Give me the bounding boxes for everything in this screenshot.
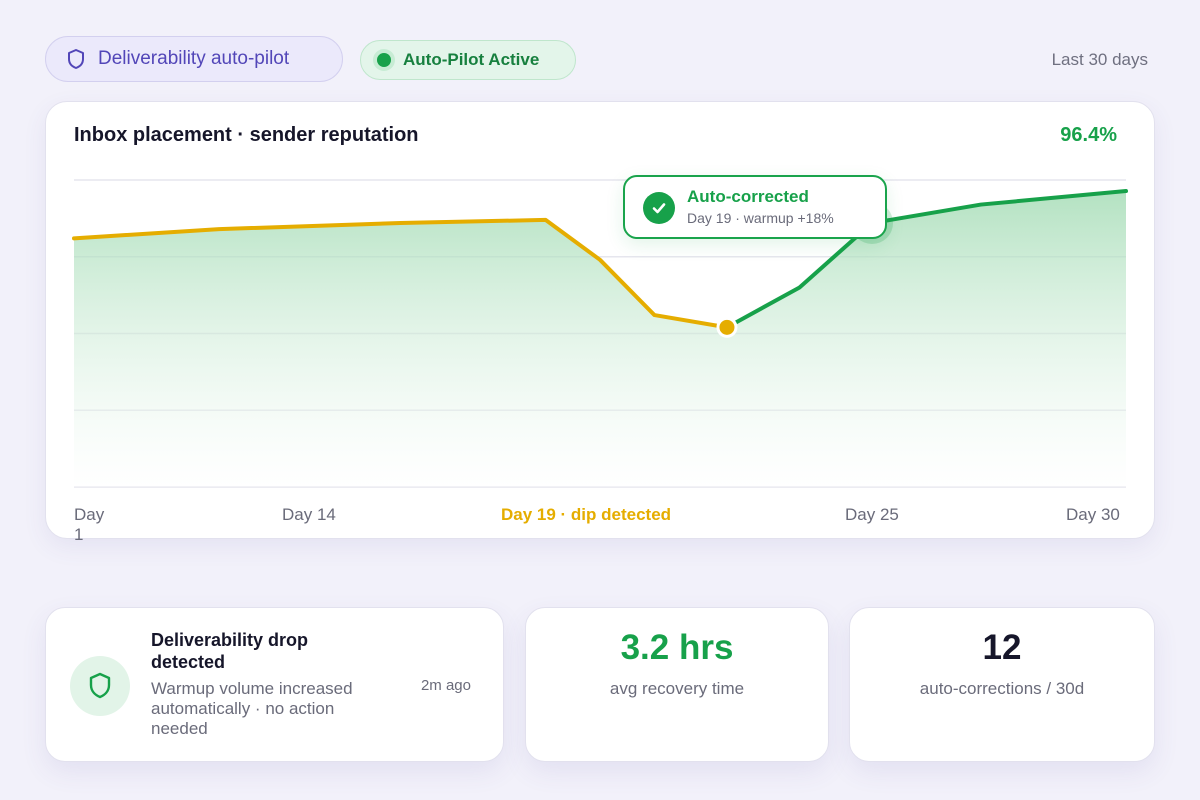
stat-label: auto-corrections / 30d [919, 679, 1085, 698]
alert-body: Warmup volume increased automatically · … [151, 679, 353, 738]
status-label: Auto-Pilot Active [403, 50, 540, 69]
x-tick-day-25: Day 25 [845, 505, 899, 524]
x-tick-day-14: Day 14 [282, 505, 336, 524]
current-score: 96.4% [1060, 124, 1117, 146]
inbox-placement-chart-card: Inbox placement · sender reputation 96.4… [45, 101, 1155, 544]
callout-title: Auto-corrected [687, 187, 809, 206]
check-circle-icon [643, 192, 675, 224]
stat-label: avg recovery time [609, 679, 745, 698]
autopilot-status-badge[interactable]: Auto-Pilot Active [360, 40, 576, 80]
x-tick-day-1: Day 1 [74, 505, 105, 544]
alert-timestamp: 2m ago [420, 677, 471, 694]
stat-value: 3.2 hrs [620, 628, 734, 667]
callout-subtitle: Day 19 · warmup +18% [687, 210, 834, 226]
product-label: Deliverability auto-pilot [98, 48, 290, 69]
reputation-line-chart [72, 179, 1128, 488]
alert-title: Deliverability drop detected [151, 630, 309, 672]
x-tick-day-30: Day 30 [1066, 505, 1120, 524]
stat-value: 12 [982, 628, 1022, 667]
deliverability-alert-card[interactable]: Deliverability drop detected Warmup volu… [45, 607, 504, 762]
dip-marker [716, 316, 738, 338]
product-pill[interactable]: Deliverability auto-pilot [45, 36, 343, 82]
chart-area-fill [74, 191, 1126, 487]
series-line-pre-dip [72, 217, 729, 330]
auto-corrections-stat-card: 12 auto-corrections / 30d [849, 607, 1155, 762]
shield-icon [68, 49, 84, 69]
chart-title: Inbox placement · sender reputation [74, 124, 419, 146]
status-dot-icon [377, 53, 391, 67]
x-tick-dip-detected: Day 19 · dip detected [501, 505, 672, 524]
date-range-label[interactable]: Last 30 days [1051, 50, 1148, 69]
shield-icon [70, 656, 130, 716]
auto-corrected-callout: Auto-corrected Day 19 · warmup +18% [623, 175, 887, 239]
recovery-time-stat-card: 3.2 hrs avg recovery time [525, 607, 829, 762]
top-bar: Deliverability auto-pilot Auto-Pilot Act… [45, 36, 1155, 84]
